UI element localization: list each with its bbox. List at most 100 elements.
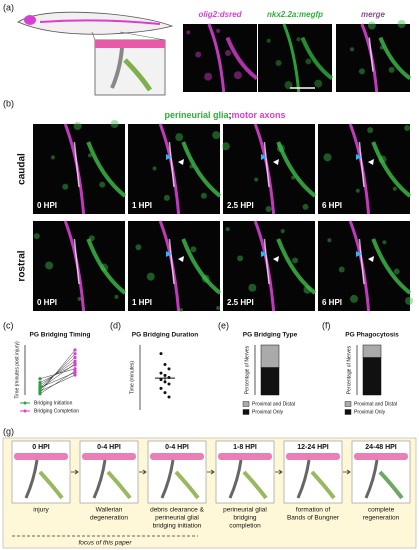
cell [405, 296, 414, 305]
point [38, 392, 42, 396]
cell [393, 268, 400, 275]
point [159, 371, 163, 375]
pair-line [39, 371, 76, 394]
chart-title: PG Bridging Type [243, 332, 298, 339]
y-axis-label: Percentage of Nerves [244, 345, 250, 394]
pair-line [39, 361, 76, 386]
nerve-distal [174, 470, 200, 500]
panel-label: (b) [3, 98, 14, 108]
cell [225, 50, 232, 57]
glia [276, 238, 317, 295]
point [73, 369, 77, 373]
cell [367, 21, 376, 30]
skin [82, 453, 136, 460]
point [38, 389, 42, 393]
cell [186, 30, 191, 35]
overlap [358, 141, 365, 188]
stage-caption: bridging [233, 515, 257, 522]
cell [45, 261, 54, 270]
panel-label: (g) [3, 426, 14, 436]
g-frame [2, 437, 417, 549]
overlap [368, 37, 374, 72]
legend-label: Proximal Only [252, 409, 284, 415]
legend-swatch [344, 401, 352, 407]
y-axis-label: Percentage of Nerves [346, 345, 352, 394]
legend-swatch [242, 401, 250, 407]
cell [216, 305, 221, 310]
legend-dot [23, 409, 27, 413]
arrowhead [368, 159, 374, 165]
cell [275, 59, 282, 66]
skin [354, 453, 408, 460]
cell [204, 72, 213, 81]
b-title: perineurial glia;motor axons [164, 110, 285, 120]
cell [100, 263, 109, 272]
glia [181, 141, 222, 198]
bar-segment [260, 367, 280, 396]
nerve [24, 459, 39, 499]
point [73, 362, 77, 366]
stage-time: 12-24 HPI [297, 444, 329, 451]
cell [88, 235, 95, 242]
arrowhead [273, 256, 279, 262]
point [159, 378, 163, 382]
cell [179, 307, 184, 312]
point [73, 373, 77, 377]
cell [284, 81, 293, 90]
cell [221, 142, 230, 151]
timepoint: 0 HPI [37, 298, 57, 307]
point [73, 355, 77, 360]
cell [355, 188, 360, 193]
skin [150, 453, 204, 460]
cell [305, 58, 312, 65]
arrowhead [261, 251, 267, 257]
axon [282, 23, 301, 93]
glia [86, 238, 127, 295]
cell [99, 181, 106, 188]
pair-line [39, 374, 76, 392]
nerve-distal [378, 470, 404, 500]
arrowhead [166, 154, 172, 160]
channel-label: olig2:dsred [198, 10, 242, 19]
glia [371, 238, 412, 295]
timepoint: 1 HPI [132, 298, 152, 307]
timepoint: 0 HPI [37, 201, 57, 210]
timepoint: 6 HPI [322, 298, 342, 307]
panel-label: (e) [218, 320, 229, 330]
point [73, 348, 77, 352]
cell [382, 240, 387, 245]
cell [110, 120, 119, 128]
bar-segment [362, 344, 382, 358]
stage-caption: injury [33, 507, 49, 514]
stage-time: 0-4 HPI [165, 444, 189, 451]
nerve [296, 459, 311, 499]
cell [338, 266, 345, 273]
glia [378, 36, 412, 81]
legend-dot [23, 401, 27, 405]
legend-label: Proximal Only [354, 409, 386, 415]
stage-caption: complete [368, 507, 395, 514]
stage-caption: perineurial glial [223, 507, 267, 514]
cell [291, 175, 296, 180]
point [73, 367, 77, 371]
cell [388, 66, 395, 73]
point [163, 363, 167, 366]
axon [207, 23, 226, 93]
cell [254, 177, 259, 182]
timepoint: 2.5 HPI [227, 201, 254, 210]
stage-caption: Wallerian [96, 507, 123, 514]
cell [379, 45, 384, 50]
cell [87, 153, 92, 158]
glia [371, 141, 412, 198]
point [159, 352, 163, 356]
cell [201, 274, 210, 283]
panel-label: (a) [3, 2, 14, 12]
arrowhead [356, 154, 362, 160]
arrowhead [166, 251, 172, 257]
overlap [263, 141, 270, 188]
pair-line [39, 353, 76, 391]
cell [323, 153, 332, 162]
cell [195, 51, 202, 58]
cell [146, 272, 155, 281]
